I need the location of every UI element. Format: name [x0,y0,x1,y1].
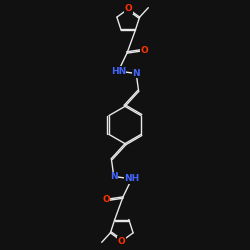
Text: HN: HN [111,66,126,76]
Text: O: O [140,46,148,55]
Text: O: O [124,4,132,14]
Text: O: O [102,195,110,204]
Text: N: N [132,69,140,78]
Text: NH: NH [124,174,139,184]
Text: O: O [118,236,126,246]
Text: N: N [110,172,118,181]
